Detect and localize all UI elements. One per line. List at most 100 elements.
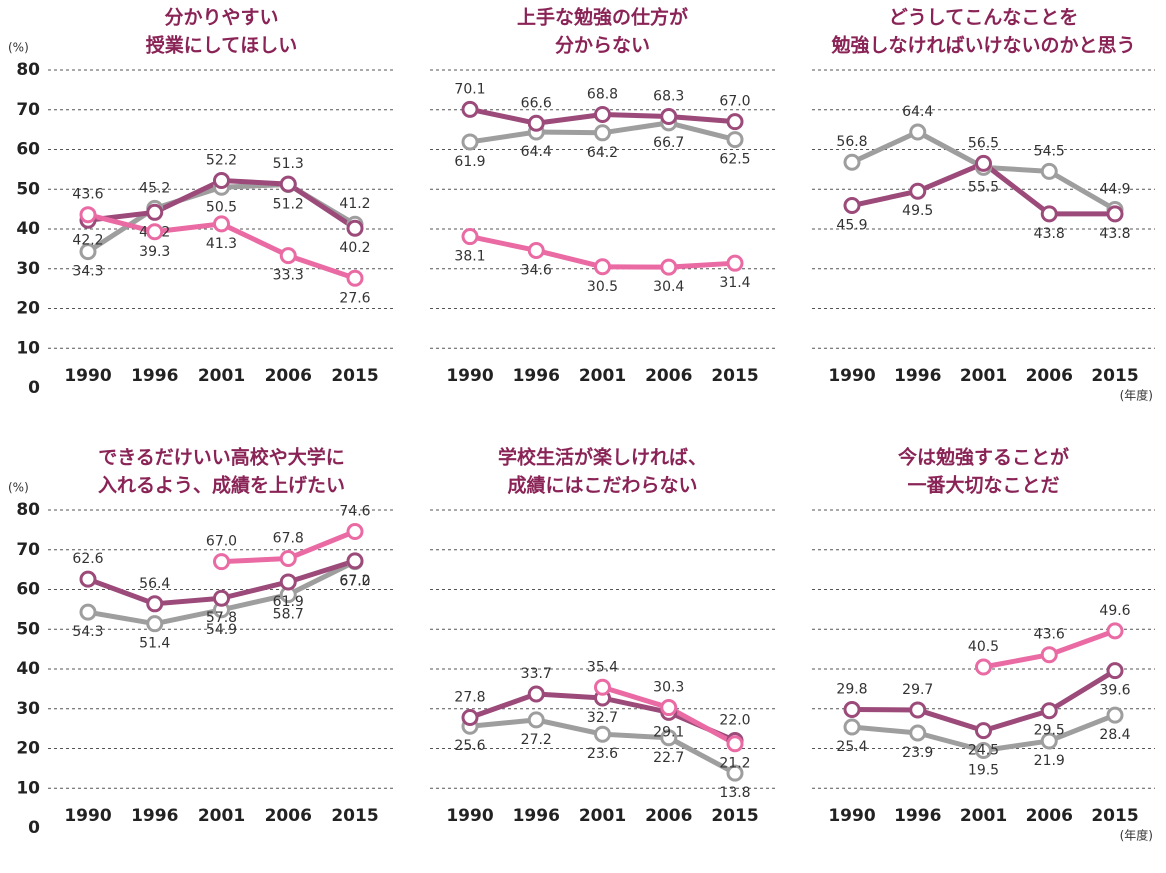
y-tick-label: 80 (16, 60, 40, 80)
data-point (1040, 646, 1058, 664)
data-label: 22.0 (719, 713, 750, 729)
data-point (594, 725, 611, 743)
x-tick-label: 1990 (446, 806, 493, 826)
chart-title: 授業にしてほしい (146, 34, 297, 57)
chart-title: 一番大切なことだ (907, 474, 1059, 497)
data-point (213, 172, 230, 190)
data-label: 44.9 (1099, 182, 1130, 198)
data-point (594, 258, 611, 276)
x-tick-label: 1996 (131, 806, 178, 826)
y-tick-label: 40 (16, 219, 40, 239)
data-point (213, 215, 230, 233)
data-point (279, 247, 297, 265)
y-tick-label: 20 (16, 739, 40, 759)
data-label: 43.8 (1099, 226, 1130, 242)
data-label: 68.3 (653, 89, 684, 105)
data-label: 40.5 (968, 639, 999, 655)
data-label: 61.9 (273, 594, 304, 610)
y-tick-label: 40 (16, 659, 40, 679)
data-point (660, 699, 678, 717)
data-point (527, 711, 545, 729)
data-label: 64.4 (521, 144, 552, 160)
data-point (461, 228, 479, 246)
x-tick-label: 1990 (446, 366, 493, 386)
chart-title: できるだけいい高校や大学に (98, 446, 345, 469)
data-label: 58.7 (273, 607, 304, 623)
y-tick-label: 20 (16, 299, 40, 319)
data-label: 21.9 (1034, 753, 1065, 769)
data-point (346, 219, 364, 237)
y-tick-label: 70 (16, 100, 40, 120)
data-point (279, 175, 297, 193)
data-point (726, 764, 744, 782)
data-point (1040, 162, 1058, 180)
data-point (1106, 622, 1124, 640)
data-label: 31.4 (719, 275, 750, 291)
data-point (527, 114, 545, 132)
data-label: 23.9 (902, 745, 933, 761)
x-tick-label: 2001 (579, 366, 626, 386)
data-point (346, 269, 364, 287)
y-tick-label: 60 (16, 580, 40, 600)
chart-title: 勉強しなければいけないのかと思う (830, 34, 1135, 57)
data-label: 25.6 (454, 738, 485, 754)
data-label: 54.5 (1034, 143, 1065, 159)
y-tick-label: 0 (28, 378, 40, 398)
x-tick-label: 2001 (198, 366, 245, 386)
data-label: 52.2 (206, 153, 237, 169)
data-point (146, 223, 164, 241)
data-label: 56.8 (836, 134, 867, 150)
data-label: 64.4 (902, 104, 933, 120)
data-point (909, 123, 927, 141)
data-point (843, 718, 861, 736)
data-label: 74.6 (339, 503, 370, 519)
y-axis-label: (%) (8, 41, 29, 55)
data-point (975, 741, 992, 759)
x-tick-label: 1996 (513, 806, 560, 826)
x-tick-label: 2015 (1091, 366, 1138, 386)
chart-title: 成績にはこだわらない (507, 474, 697, 497)
data-label: 29.1 (653, 724, 684, 740)
data-label: 43.6 (1034, 627, 1065, 643)
data-label: 19.5 (968, 762, 999, 778)
data-point (346, 552, 364, 570)
x-tick-label: 2001 (960, 366, 1007, 386)
y-tick-label: 30 (16, 699, 40, 719)
x-tick-label: 2015 (331, 806, 378, 826)
y-axis-label: (%) (8, 481, 29, 495)
data-label: 25.4 (836, 739, 867, 755)
x-tick-label: 2001 (198, 806, 245, 826)
data-point (527, 241, 545, 259)
data-label: 66.6 (521, 95, 552, 111)
data-label: 57.8 (206, 610, 237, 626)
y-tick-label: 10 (16, 338, 40, 358)
data-label: 34.3 (72, 264, 103, 280)
data-label: 29.7 (902, 682, 933, 698)
series-line (851, 668, 1117, 734)
x-tick-label: 2006 (645, 806, 692, 826)
data-point (213, 589, 230, 607)
data-point (909, 182, 927, 200)
x-tick-label: 2006 (1026, 806, 1073, 826)
data-label: 45.9 (836, 218, 867, 234)
data-point (726, 735, 744, 753)
data-point (660, 258, 678, 276)
data-point (79, 243, 97, 261)
data-label: 33.3 (273, 268, 304, 284)
data-label: 35.4 (587, 659, 618, 675)
data-label: 67.0 (719, 94, 750, 110)
data-point (146, 615, 164, 633)
y-tick-label: 50 (16, 179, 40, 199)
data-point (1040, 205, 1058, 223)
chart-title: どうしてこんなことを (889, 7, 1078, 29)
data-point (594, 106, 611, 124)
data-point (975, 722, 992, 740)
x-tick-label: 2006 (265, 366, 312, 386)
x-tick-label: 2006 (265, 806, 312, 826)
chart-title: 学校生活が楽しければ、 (498, 446, 707, 469)
data-point (975, 154, 992, 172)
data-point (726, 254, 744, 272)
data-point (146, 203, 164, 221)
data-label: 67.0 (206, 534, 237, 550)
